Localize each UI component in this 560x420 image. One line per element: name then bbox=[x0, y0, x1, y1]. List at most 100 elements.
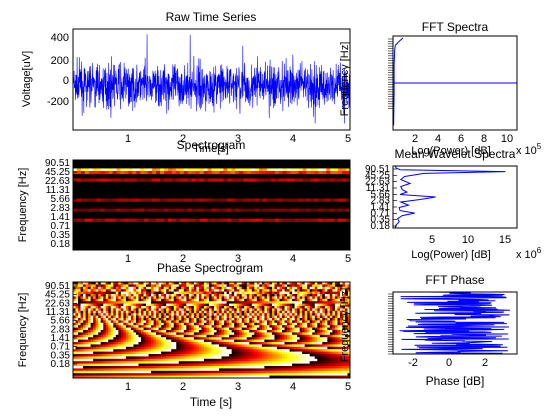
phase-cell bbox=[287, 346, 290, 350]
phase-cell bbox=[282, 294, 285, 297]
phase-cell bbox=[85, 363, 89, 367]
phase-cell bbox=[176, 339, 180, 343]
phase-cell bbox=[130, 284, 134, 288]
spectrogram-cell bbox=[191, 178, 196, 182]
phase-cell bbox=[264, 363, 268, 367]
phase-cell bbox=[244, 291, 248, 295]
spectrogram-cell bbox=[132, 170, 137, 175]
phase-cell bbox=[269, 306, 273, 309]
phase-cell bbox=[85, 301, 89, 304]
phase-cell bbox=[221, 320, 225, 324]
phase-cell bbox=[153, 318, 157, 321]
phase-cell bbox=[95, 354, 99, 357]
phase-cell bbox=[269, 308, 273, 312]
phase-cell bbox=[115, 301, 119, 304]
phase-cell bbox=[133, 289, 137, 292]
phase-cell bbox=[171, 282, 175, 285]
phase-cell bbox=[221, 301, 225, 304]
phase-cell bbox=[284, 284, 288, 288]
phase-cell bbox=[279, 342, 283, 345]
phase-cell bbox=[254, 373, 258, 376]
phase-cell bbox=[236, 349, 240, 352]
phase-cell bbox=[196, 301, 200, 304]
phase-cell bbox=[246, 294, 250, 297]
phase-cell bbox=[88, 337, 91, 340]
spectrogram-cell bbox=[76, 218, 82, 222]
phase-cell bbox=[344, 332, 348, 336]
phase-cell bbox=[75, 337, 79, 340]
phase-cell bbox=[163, 291, 167, 295]
phase-cell bbox=[108, 301, 112, 304]
phase-cell bbox=[113, 306, 117, 309]
phase-cell bbox=[292, 318, 295, 321]
phase-cell bbox=[327, 306, 331, 309]
phase-cell bbox=[276, 332, 280, 336]
phase-cell bbox=[133, 308, 137, 312]
phase-cell bbox=[130, 291, 134, 295]
phase-cell bbox=[339, 375, 343, 378]
phase-cell bbox=[158, 286, 162, 290]
phase-cell bbox=[208, 306, 212, 309]
phase-cell bbox=[178, 308, 182, 312]
phase-cell bbox=[342, 284, 346, 288]
phase-cell bbox=[249, 332, 253, 336]
phase-cell bbox=[88, 327, 91, 331]
phase-cell bbox=[193, 351, 197, 355]
phase-cell bbox=[229, 366, 232, 369]
phase-cell bbox=[347, 334, 350, 338]
phase-cell bbox=[113, 327, 117, 331]
spec-xtick-2: 2 bbox=[180, 253, 186, 265]
phase-cell bbox=[269, 301, 273, 304]
phase-cell bbox=[344, 284, 348, 288]
phase-cell bbox=[304, 310, 308, 314]
phase-cell bbox=[151, 358, 154, 362]
phase-cell bbox=[211, 310, 215, 314]
phase-cell bbox=[73, 363, 76, 367]
spectrogram-cell bbox=[136, 218, 141, 222]
phase-ytick-label: 45.25 bbox=[45, 290, 70, 301]
phase-cell bbox=[148, 354, 152, 357]
phase-cell bbox=[241, 366, 245, 369]
phase-cell bbox=[158, 298, 162, 302]
phase-cell bbox=[214, 322, 217, 326]
phase-cell bbox=[251, 339, 255, 343]
phase-cell bbox=[140, 286, 144, 290]
phase-cell bbox=[254, 351, 258, 355]
spectrogram-cell bbox=[187, 208, 193, 212]
phase-cell bbox=[221, 315, 225, 319]
phase-cell bbox=[188, 327, 192, 331]
phase-cell bbox=[103, 298, 107, 302]
spectrogram-cell bbox=[203, 178, 208, 182]
phase-cell bbox=[153, 308, 157, 312]
phase-cell bbox=[294, 294, 298, 297]
phase-cell bbox=[128, 286, 132, 290]
phase-cell bbox=[78, 375, 81, 378]
phase-cell bbox=[80, 289, 84, 292]
phase-cell bbox=[279, 325, 283, 328]
phase-cell bbox=[249, 375, 253, 378]
phase-cell bbox=[198, 310, 202, 314]
phase-cell bbox=[292, 346, 295, 350]
phase-cell bbox=[156, 368, 159, 372]
phase-cell bbox=[105, 363, 109, 367]
phase-cell bbox=[304, 342, 308, 345]
phase-cell bbox=[83, 358, 86, 362]
phase-cell bbox=[158, 337, 162, 340]
phase-cell bbox=[317, 363, 321, 367]
phase-cell bbox=[292, 370, 295, 374]
phase-cell bbox=[294, 301, 298, 304]
phase-cell bbox=[264, 358, 268, 362]
spectrogram-cell bbox=[112, 168, 117, 172]
phase-xtick-2: 2 bbox=[180, 381, 186, 393]
phase-cell bbox=[309, 363, 313, 367]
phase-cell bbox=[151, 282, 154, 285]
phase-cell bbox=[241, 349, 245, 352]
phase-cell bbox=[203, 368, 207, 372]
phase-cell bbox=[171, 325, 175, 328]
spectrogram-cell bbox=[195, 168, 200, 172]
phase-cell bbox=[269, 363, 273, 367]
phase-cell bbox=[203, 346, 207, 350]
phase-cell bbox=[161, 358, 164, 362]
spectrogram-cell bbox=[223, 170, 228, 175]
spectrogram-cell bbox=[92, 168, 98, 172]
